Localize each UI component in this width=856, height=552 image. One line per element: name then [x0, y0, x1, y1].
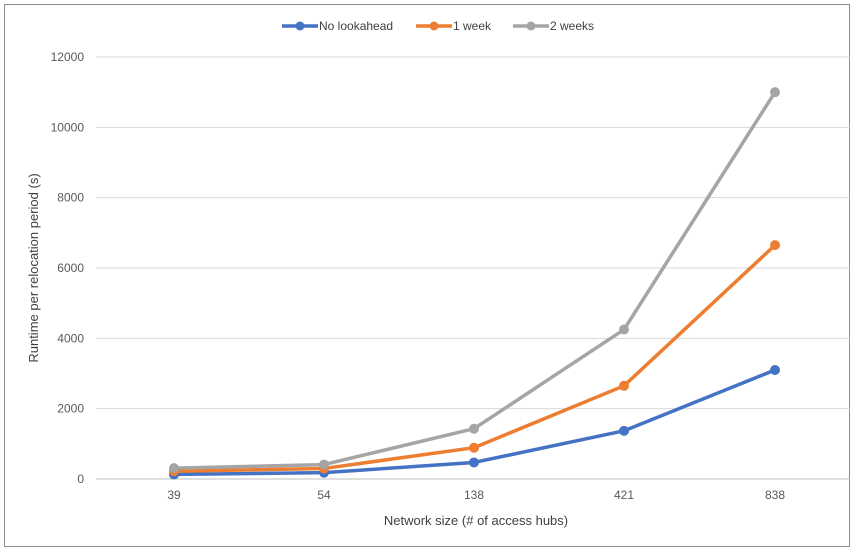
- y-tick-labels: 0 2000 4000 6000 8000 10000 12000: [51, 50, 85, 486]
- legend-label: 1 week: [453, 19, 492, 33]
- data-point: [770, 364, 780, 375]
- data-point: [469, 442, 479, 453]
- x-tick-label: 39: [167, 488, 181, 502]
- data-point: [169, 463, 179, 474]
- x-tick-label: 54: [317, 488, 331, 502]
- data-point: [619, 425, 629, 436]
- x-axis-title: Network size (# of access hubs): [384, 513, 568, 528]
- y-tick-label: 6000: [57, 261, 84, 275]
- data-point: [770, 240, 780, 251]
- y-tick-label: 12000: [51, 50, 85, 64]
- x-tick-label: 838: [765, 488, 785, 502]
- data-point: [619, 380, 629, 391]
- legend-swatch-marker: [295, 21, 305, 31]
- x-tick-label: 138: [464, 488, 484, 502]
- x-tick-label: 421: [614, 488, 634, 502]
- data-point: [770, 87, 780, 98]
- y-tick-label: 8000: [57, 191, 84, 205]
- legend-label: 2 weeks: [550, 19, 594, 33]
- legend: No lookahead 1 week 2 weeks: [282, 19, 594, 33]
- chart-frame: [4, 4, 850, 547]
- series-line-1: [172, 243, 777, 474]
- series-lines: [172, 90, 777, 477]
- y-tick-label: 2000: [57, 402, 84, 416]
- data-point: [319, 459, 329, 470]
- data-point: [469, 457, 479, 468]
- legend-swatch-marker: [526, 21, 536, 31]
- y-axis-title: Runtime per relocation period (s): [26, 173, 41, 362]
- legend-swatch-marker: [429, 21, 439, 31]
- x-tick-labels: 39 54 138 421 838: [167, 488, 785, 502]
- data-point: [619, 324, 629, 335]
- legend-label: No lookahead: [319, 19, 393, 33]
- gridlines: [96, 56, 850, 480]
- y-tick-label: 0: [77, 472, 84, 486]
- series-line-2: [172, 90, 777, 470]
- y-tick-label: 4000: [57, 331, 84, 345]
- y-tick-label: 10000: [51, 120, 85, 134]
- series-points: [169, 87, 780, 480]
- data-point: [469, 423, 479, 434]
